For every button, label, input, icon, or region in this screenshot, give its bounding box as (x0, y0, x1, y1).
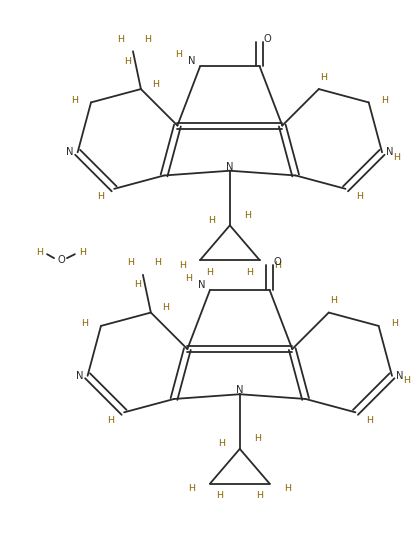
Text: H: H (82, 319, 88, 328)
Text: H: H (79, 248, 86, 256)
Text: H: H (274, 260, 281, 269)
Text: H: H (330, 296, 337, 305)
Text: O: O (57, 255, 65, 265)
Text: H: H (394, 153, 400, 162)
Text: N: N (386, 147, 394, 157)
Text: H: H (188, 484, 196, 493)
Text: H: H (254, 435, 261, 444)
Text: H: H (154, 258, 161, 267)
Text: H: H (244, 211, 251, 220)
Text: H: H (206, 268, 214, 277)
Text: H: H (403, 376, 410, 385)
Text: N: N (236, 385, 244, 395)
Text: H: H (152, 80, 159, 88)
Text: H: H (35, 248, 43, 256)
Text: H: H (118, 35, 125, 44)
Text: H: H (208, 216, 216, 225)
Text: N: N (66, 147, 73, 157)
Text: H: H (175, 50, 182, 59)
Text: H: H (216, 491, 224, 500)
Text: N: N (188, 57, 196, 67)
Text: H: H (144, 35, 151, 44)
Text: H: H (72, 96, 79, 105)
Text: H: H (178, 260, 186, 269)
Text: H: H (366, 416, 373, 425)
Text: H: H (125, 57, 131, 66)
Text: N: N (76, 371, 83, 381)
Text: H: H (219, 440, 226, 449)
Text: H: H (134, 280, 141, 290)
Text: H: H (246, 268, 253, 277)
Text: H: H (381, 96, 388, 105)
Text: O: O (264, 34, 271, 44)
Text: H: H (107, 416, 114, 425)
Text: N: N (198, 280, 206, 290)
Text: H: H (356, 192, 363, 201)
Text: N: N (396, 371, 404, 381)
Text: H: H (97, 192, 104, 201)
Text: H: H (185, 273, 192, 282)
Text: H: H (128, 258, 134, 267)
Text: N: N (226, 162, 234, 172)
Text: H: H (284, 484, 291, 493)
Text: H: H (320, 73, 327, 82)
Text: H: H (256, 491, 263, 500)
Text: H: H (162, 303, 169, 312)
Text: H: H (391, 319, 398, 328)
Text: O: O (274, 257, 281, 267)
